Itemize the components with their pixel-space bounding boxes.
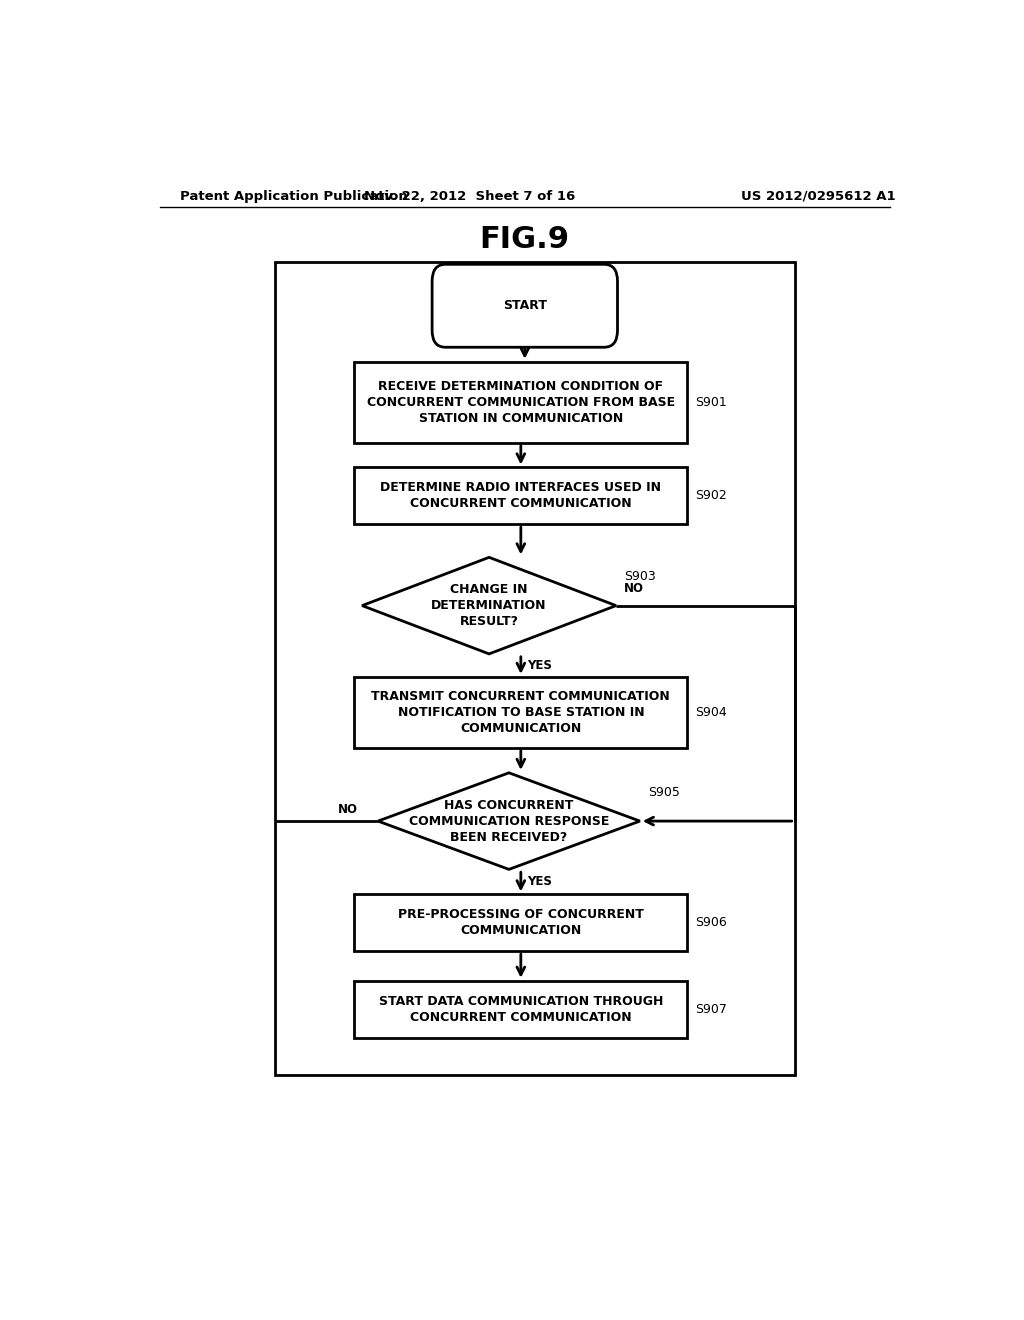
- Text: S902: S902: [695, 490, 727, 503]
- Text: TRANSMIT CONCURRENT COMMUNICATION
NOTIFICATION TO BASE STATION IN
COMMUNICATION: TRANSMIT CONCURRENT COMMUNICATION NOTIFI…: [372, 690, 670, 735]
- Polygon shape: [378, 772, 640, 870]
- Text: S903: S903: [624, 570, 655, 583]
- Text: S904: S904: [695, 706, 727, 719]
- Text: S906: S906: [695, 916, 727, 929]
- Text: START: START: [503, 300, 547, 313]
- Text: NO: NO: [338, 803, 358, 816]
- Text: S901: S901: [695, 396, 727, 409]
- Bar: [354, 677, 687, 748]
- Text: FIG.9: FIG.9: [479, 226, 570, 255]
- Text: S905: S905: [648, 785, 680, 799]
- Text: RECEIVE DETERMINATION CONDITION OF
CONCURRENT COMMUNICATION FROM BASE
STATION IN: RECEIVE DETERMINATION CONDITION OF CONCU…: [367, 380, 675, 425]
- FancyBboxPatch shape: [432, 264, 617, 347]
- Text: NO: NO: [624, 582, 644, 595]
- Bar: [354, 894, 687, 952]
- Text: S907: S907: [695, 1003, 727, 1015]
- Bar: [354, 981, 687, 1038]
- Text: YES: YES: [527, 875, 552, 888]
- Text: PRE-PROCESSING OF CONCURRENT
COMMUNICATION: PRE-PROCESSING OF CONCURRENT COMMUNICATI…: [398, 908, 644, 937]
- Text: Patent Application Publication: Patent Application Publication: [179, 190, 408, 202]
- Polygon shape: [362, 557, 616, 653]
- Text: HAS CONCURRENT
COMMUNICATION RESPONSE
BEEN RECEIVED?: HAS CONCURRENT COMMUNICATION RESPONSE BE…: [409, 799, 609, 843]
- Text: START DATA COMMUNICATION THROUGH
CONCURRENT COMMUNICATION: START DATA COMMUNICATION THROUGH CONCURR…: [379, 995, 663, 1023]
- Text: US 2012/0295612 A1: US 2012/0295612 A1: [741, 190, 896, 202]
- Text: YES: YES: [527, 659, 552, 672]
- Bar: [354, 362, 687, 444]
- Bar: [274, 263, 795, 1076]
- Text: Nov. 22, 2012  Sheet 7 of 16: Nov. 22, 2012 Sheet 7 of 16: [364, 190, 574, 202]
- Text: CHANGE IN
DETERMINATION
RESULT?: CHANGE IN DETERMINATION RESULT?: [431, 583, 547, 628]
- Bar: [354, 467, 687, 524]
- Text: DETERMINE RADIO INTERFACES USED IN
CONCURRENT COMMUNICATION: DETERMINE RADIO INTERFACES USED IN CONCU…: [380, 482, 662, 511]
